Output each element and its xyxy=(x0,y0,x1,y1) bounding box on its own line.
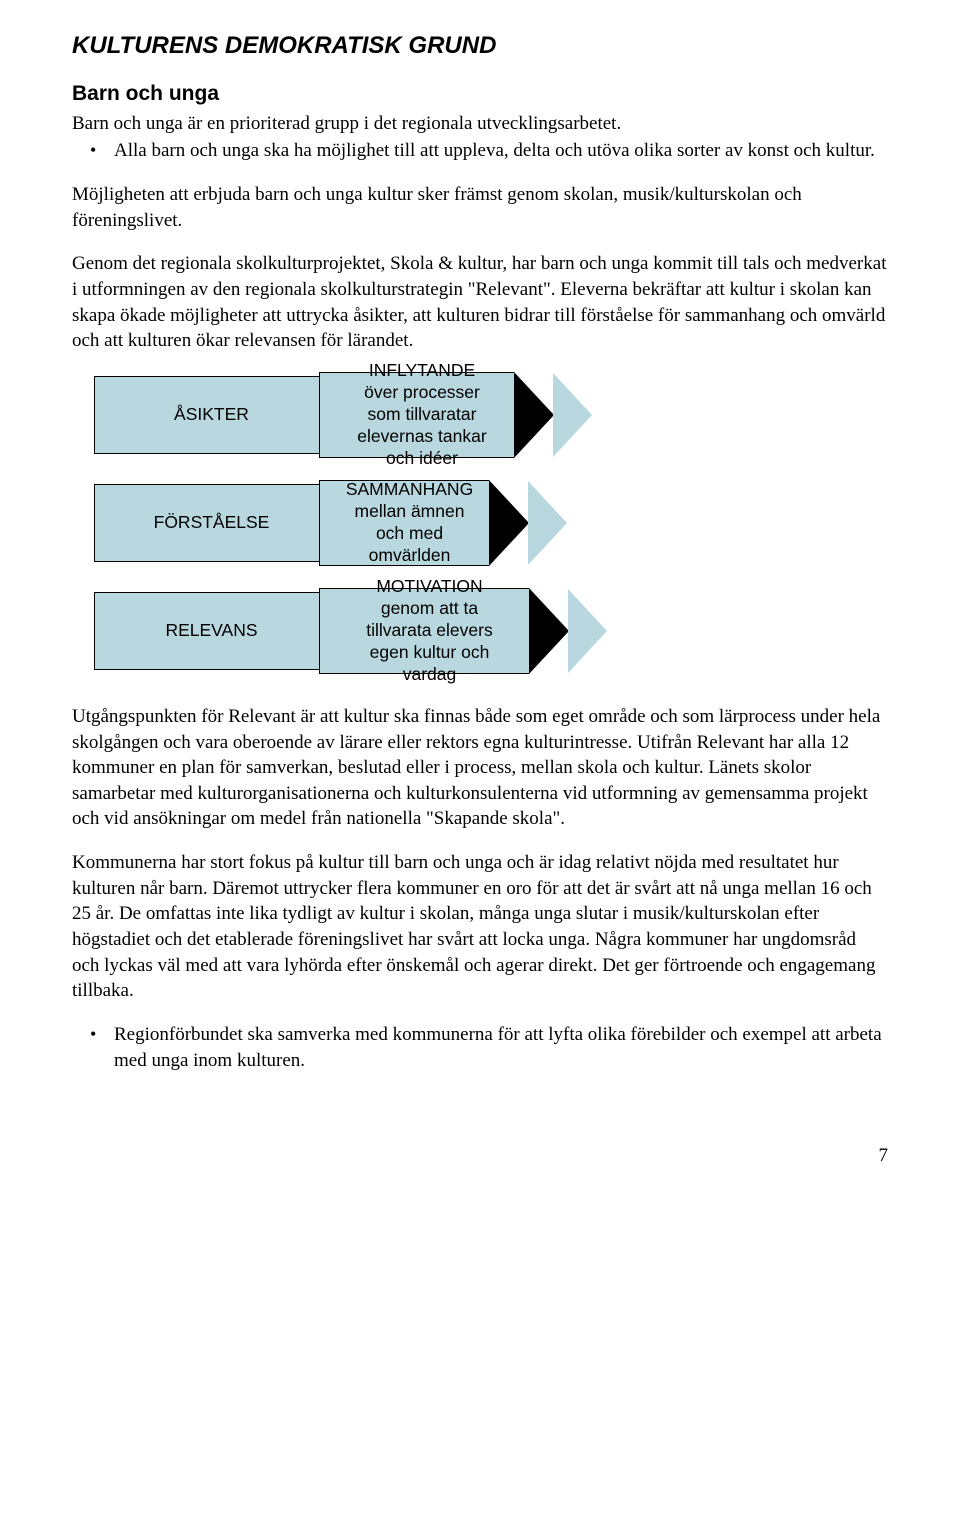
section-heading: Barn och unga xyxy=(72,80,888,108)
body-para: Genom det regionala skolkulturprojektet,… xyxy=(72,251,888,354)
body-para: Möjligheten att erbjuda barn och unga ku… xyxy=(72,182,888,233)
diagram-left-box: RELEVANS xyxy=(94,592,329,670)
diagram-row: ÅSIKTERINFLYTANDEöver processer som till… xyxy=(94,372,888,458)
body-para: Kommunerna har stort fokus på kultur til… xyxy=(72,850,888,1004)
diagram-arrow-head xyxy=(529,588,569,674)
intro-para: Barn och unga är en prioriterad grupp i … xyxy=(72,111,888,137)
diagram-arrow-head xyxy=(514,372,554,458)
page-number: 7 xyxy=(72,1143,888,1169)
body-para: Utgångspunkten för Relevant är att kultu… xyxy=(72,704,888,832)
diagram-row: FÖRSTÅELSESAMMANHANGmellan ämnen och med… xyxy=(94,480,888,566)
list-item: Alla barn och unga ska ha möjlighet till… xyxy=(114,138,888,164)
diagram-arrow-body: INFLYTANDEöver processer som tillvaratar… xyxy=(319,372,514,458)
flow-diagram: ÅSIKTERINFLYTANDEöver processer som till… xyxy=(94,372,888,674)
diagram-row: RELEVANSMOTIVATIONgenom att ta tillvarat… xyxy=(94,588,888,674)
bullet-list-2: Regionförbundet ska samverka med kommune… xyxy=(72,1022,888,1073)
diagram-arrow: INFLYTANDEöver processer som tillvaratar… xyxy=(319,372,554,458)
diagram-arrow: MOTIVATIONgenom att ta tillvarata elever… xyxy=(319,588,569,674)
diagram-left-box: FÖRSTÅELSE xyxy=(94,484,329,562)
list-item: Regionförbundet ska samverka med kommune… xyxy=(114,1022,888,1073)
diagram-left-box: ÅSIKTER xyxy=(94,376,329,454)
bullet-list-1: Alla barn och unga ska ha möjlighet till… xyxy=(72,138,888,164)
diagram-arrow-body: SAMMANHANGmellan ämnen och med omvärlden xyxy=(319,480,489,566)
diagram-arrow-body: MOTIVATIONgenom att ta tillvarata elever… xyxy=(319,588,529,674)
diagram-arrow-head xyxy=(489,480,529,566)
page-title: KULTURENS DEMOKRATISK GRUND xyxy=(72,30,888,62)
diagram-arrow: SAMMANHANGmellan ämnen och med omvärlden xyxy=(319,480,529,566)
